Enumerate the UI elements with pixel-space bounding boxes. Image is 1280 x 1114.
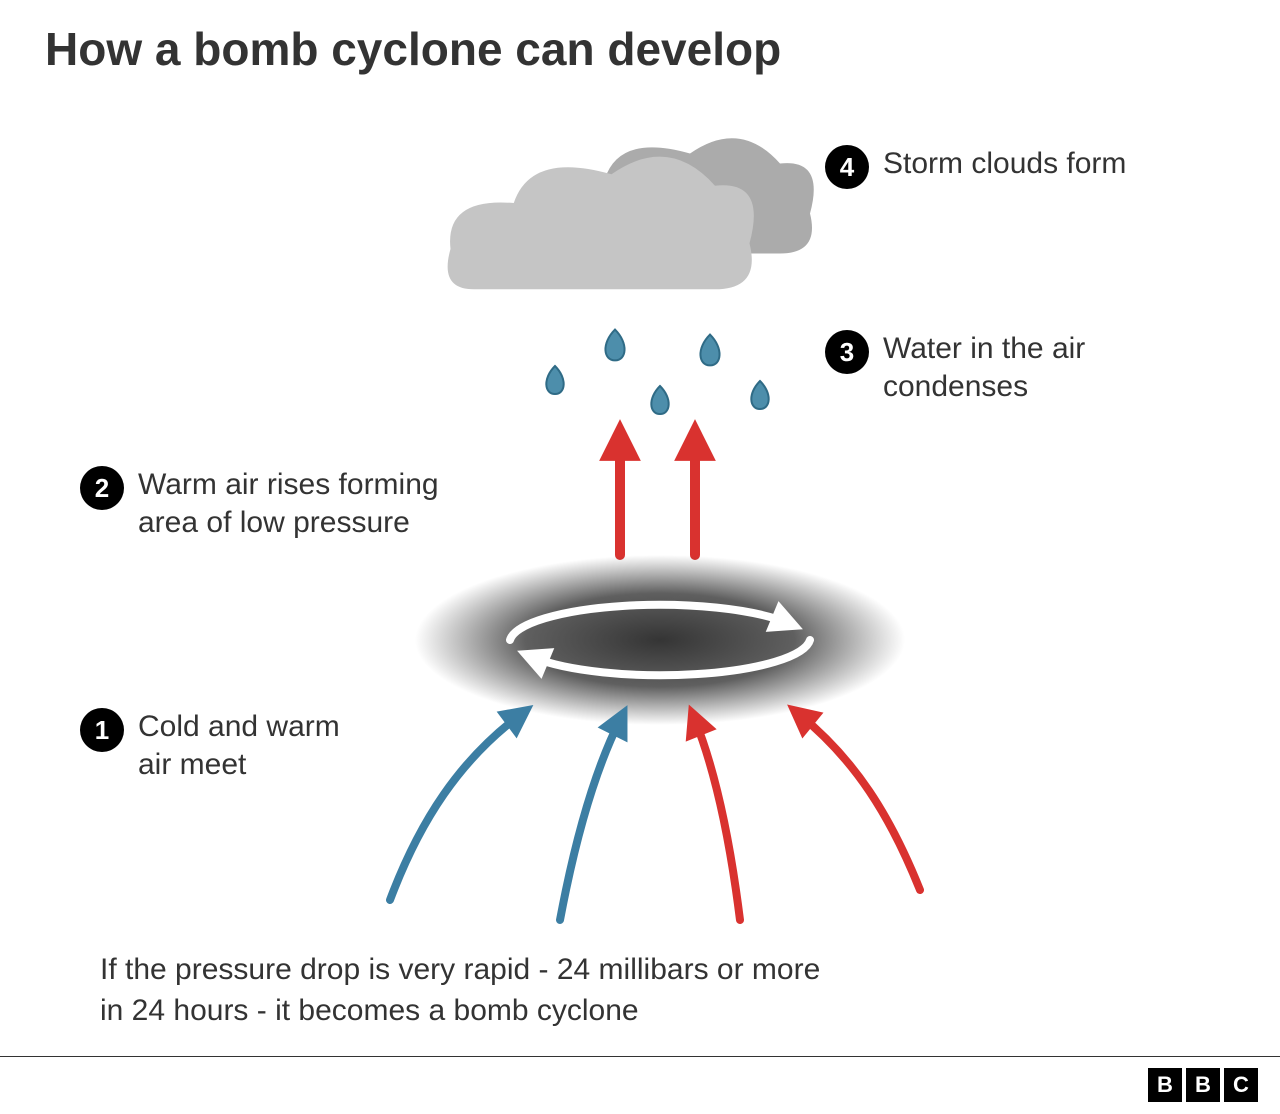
water-droplets-icon (546, 330, 768, 414)
infographic-canvas: How a bomb cyclone can develop 1 Cold an… (0, 0, 1280, 1114)
rising-air-arrows (620, 440, 695, 555)
inflow-arrows (390, 715, 920, 920)
diagram-svg (0, 0, 1280, 1114)
cyclone-swirl-icon (415, 555, 905, 725)
